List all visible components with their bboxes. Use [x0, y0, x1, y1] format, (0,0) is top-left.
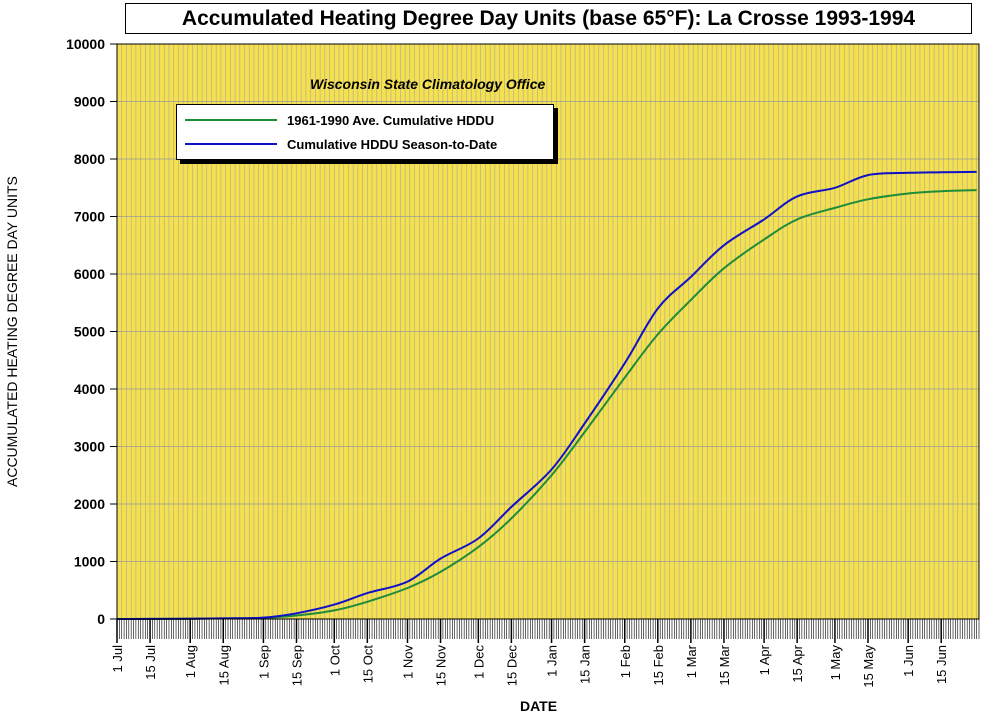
x-tick-label: 15 Oct — [360, 645, 375, 684]
major-gridlines — [117, 101, 979, 562]
x-tick-label: 1 Oct — [327, 645, 342, 676]
x-tick-label: 1 Jun — [901, 645, 916, 677]
legend-entry-normal: 1961-1990 Ave. Cumulative HDDU — [185, 110, 494, 130]
x-axis-label: DATE — [520, 698, 558, 714]
x-tick-label: 15 Jun — [934, 645, 949, 684]
x-axis-day-ticks — [116, 619, 980, 639]
y-tick-label: 10000 — [66, 36, 105, 52]
y-tick-label: 6000 — [74, 266, 105, 282]
y-tick-label: 3000 — [74, 439, 105, 455]
legend-label-season: Cumulative HDDU Season-to-Date — [287, 136, 498, 152]
x-tick-label: 15 Feb — [651, 645, 666, 685]
y-tick-label: 2000 — [74, 496, 105, 512]
x-tick-label: 1 Feb — [618, 645, 633, 678]
x-tick-label: 15 May — [861, 645, 876, 688]
y-axis-label: ACCUMULATED HEATING DEGREE DAY UNITS — [4, 176, 20, 487]
x-tick-label: 1 Dec — [471, 645, 486, 679]
x-tick-label: 15 Aug — [216, 645, 231, 686]
x-tick-label: 1 May — [828, 645, 843, 681]
y-tick-label: 5000 — [74, 324, 105, 340]
chart-subtitle: Wisconsin State Climatology Office — [310, 76, 546, 92]
legend: 1961-1990 Ave. Cumulative HDDU Cumulativ… — [176, 104, 554, 160]
x-tick-label: 15 Mar — [717, 644, 732, 685]
x-tick-label: 1 Sep — [256, 645, 271, 679]
x-tick-label: 1 Jul — [110, 645, 125, 673]
x-tick-label: 15 Jan — [578, 645, 593, 684]
y-axis: 0 1000 2000 3000 4000 5000 6000 7000 8000 9000 100… — [66, 36, 117, 627]
x-tick-label: 1 Mar — [684, 644, 699, 678]
x-tick-label: 1 Apr — [757, 644, 772, 675]
x-tick-label: 15 Nov — [434, 645, 449, 687]
x-tick-label: 1 Jan — [545, 645, 560, 677]
legend-label-normal: 1961-1990 Ave. Cumulative HDDU — [287, 112, 495, 128]
chart-title-box: Accumulated Heating Degree Day Units (ba… — [125, 3, 972, 34]
series-layer — [116, 170, 977, 620]
legend-swatch-season — [185, 143, 277, 145]
x-axis: 1 Jul 15 Jul 1 Aug 15 Aug 1 Sep 15 Sep 1 Oct 15… — [110, 619, 949, 688]
chart-title: Accumulated Heating Degree Day Units (ba… — [181, 6, 916, 30]
y-tick-label: 1000 — [74, 554, 105, 570]
legend-entry-season: Cumulative HDDU Season-to-Date — [185, 134, 497, 154]
x-tick-label: 15 Jul — [143, 645, 158, 680]
x-tick-label: 15 Dec — [504, 645, 519, 687]
x-tick-label: 15 Apr — [790, 644, 805, 682]
x-tick-label: 1 Aug — [183, 645, 198, 678]
legend-swatch-normal — [185, 119, 277, 121]
y-tick-label: 7000 — [74, 209, 105, 225]
y-tick-label: 4000 — [74, 381, 105, 397]
y-tick-label: 8000 — [74, 151, 105, 167]
x-tick-label: 1 Nov — [401, 645, 416, 679]
series-line-1 — [116, 170, 977, 620]
y-tick-label: 9000 — [74, 94, 105, 110]
x-tick-label: 15 Sep — [290, 645, 305, 686]
y-tick-label: 0 — [97, 611, 105, 627]
series-line-0 — [116, 189, 977, 620]
